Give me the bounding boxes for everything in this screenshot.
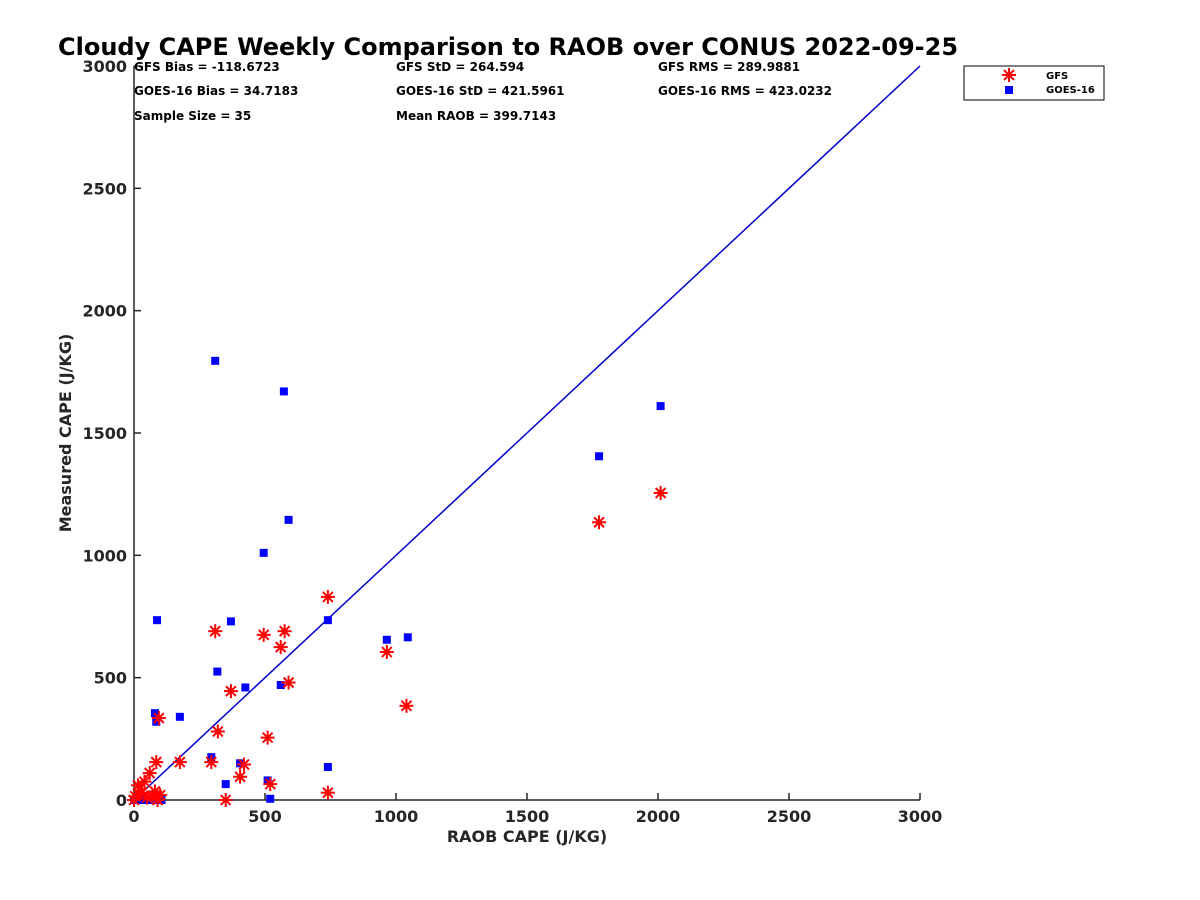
goes16-point (175, 712, 184, 721)
goes16-point (279, 387, 288, 396)
x-tick-label: 2500 (767, 807, 812, 826)
gfs-point (320, 589, 335, 604)
goes16-point (221, 780, 230, 789)
gfs-point (210, 724, 225, 739)
gfs-point (256, 627, 271, 642)
gfs-point (223, 684, 238, 699)
gfs-point (208, 624, 223, 639)
goes16-point (276, 681, 285, 690)
sample-size-text: Sample Size = 35 (134, 109, 251, 123)
y-tick-label: 0 (116, 791, 127, 810)
gfs-point (142, 766, 157, 781)
goes-std-text: GOES-16 StD = 421.5961 (396, 84, 565, 98)
x-tick-label: 1500 (505, 807, 550, 826)
goes16-point (382, 635, 391, 644)
goes16-point (266, 794, 275, 803)
data-points-group (127, 356, 668, 807)
gfs-point (218, 793, 233, 807)
y-tick-label: 1500 (82, 424, 127, 443)
legend: GFS GOES-16 (963, 65, 1105, 101)
chart-title: Cloudy CAPE Weekly Comparison to RAOB ov… (58, 33, 958, 61)
goes16-point (241, 683, 250, 692)
goes16-point (259, 548, 268, 557)
y-tick-label: 2000 (82, 302, 127, 321)
gfs-point (281, 675, 296, 690)
gfs-point (263, 777, 278, 792)
gfs-point (320, 785, 335, 800)
goes16-point (236, 759, 245, 768)
gfs-point (399, 698, 414, 713)
gfs-point (379, 644, 394, 659)
gfs-point (277, 624, 292, 639)
gfs-point (153, 788, 168, 803)
y-tick-label: 500 (94, 669, 127, 688)
gfs-point (151, 711, 166, 726)
gfs-rms-text: GFS RMS = 289.9881 (658, 60, 800, 74)
gfs-bias-text: GFS Bias = -118.6723 (134, 60, 280, 74)
goes-bias-text: GOES-16 Bias = 34.7183 (134, 84, 298, 98)
legend-goes-square-icon (1005, 86, 1013, 94)
gfs-point (653, 485, 668, 500)
goes16-point (323, 762, 332, 771)
goes16-point (211, 356, 220, 365)
gfs-point (260, 730, 275, 745)
goes16-point (595, 452, 604, 461)
goes16-point (226, 617, 235, 626)
y-tick-label: 3000 (82, 57, 127, 76)
y-tick-label: 1000 (82, 546, 127, 565)
legend-gfs-label: GFS (1046, 71, 1068, 82)
goes16-point (403, 633, 412, 642)
legend-box (963, 65, 1105, 101)
y-tick-group: 0 500 1000 1500 2000 2500 3000 (82, 57, 141, 810)
x-tick-group: 0 500 1000 1500 2000 2500 3000 (128, 793, 942, 826)
x-tick-label: 2000 (636, 807, 681, 826)
x-tick-label: 500 (248, 807, 281, 826)
goes16-point (153, 616, 162, 625)
mean-raob-text: Mean RAOB = 399.7143 (396, 109, 556, 123)
goes16-point (213, 667, 222, 676)
x-tick-label: 0 (128, 807, 139, 826)
y-axis-label: Measured CAPE (J/KG) (56, 334, 75, 533)
gfs-point (592, 515, 607, 530)
legend-gfs-asterisk-mark (1002, 68, 1016, 82)
legend-goes-label: GOES-16 (1046, 85, 1095, 96)
goes16-point (323, 616, 332, 625)
goes-rms-text: GOES-16 RMS = 423.0232 (658, 84, 832, 98)
legend-gfs-asterisk-icon (1002, 68, 1016, 82)
one-to-one-reference-line (133, 65, 921, 801)
gfs-point (149, 755, 164, 770)
gfs-point (273, 640, 288, 655)
gfs-point (204, 755, 219, 770)
goes16-point (656, 402, 665, 411)
gfs-point (140, 790, 155, 805)
gfs-point (237, 757, 252, 772)
x-axis-label: RAOB CAPE (J/KG) (447, 827, 607, 846)
gfs-point (172, 755, 187, 770)
x-tick-label: 1000 (374, 807, 419, 826)
x-tick-label: 3000 (898, 807, 943, 826)
gfs-std-text: GFS StD = 264.594 (396, 60, 524, 74)
y-tick-label: 2500 (82, 179, 127, 198)
gfs-point (233, 769, 248, 784)
goes16-point (284, 515, 293, 524)
